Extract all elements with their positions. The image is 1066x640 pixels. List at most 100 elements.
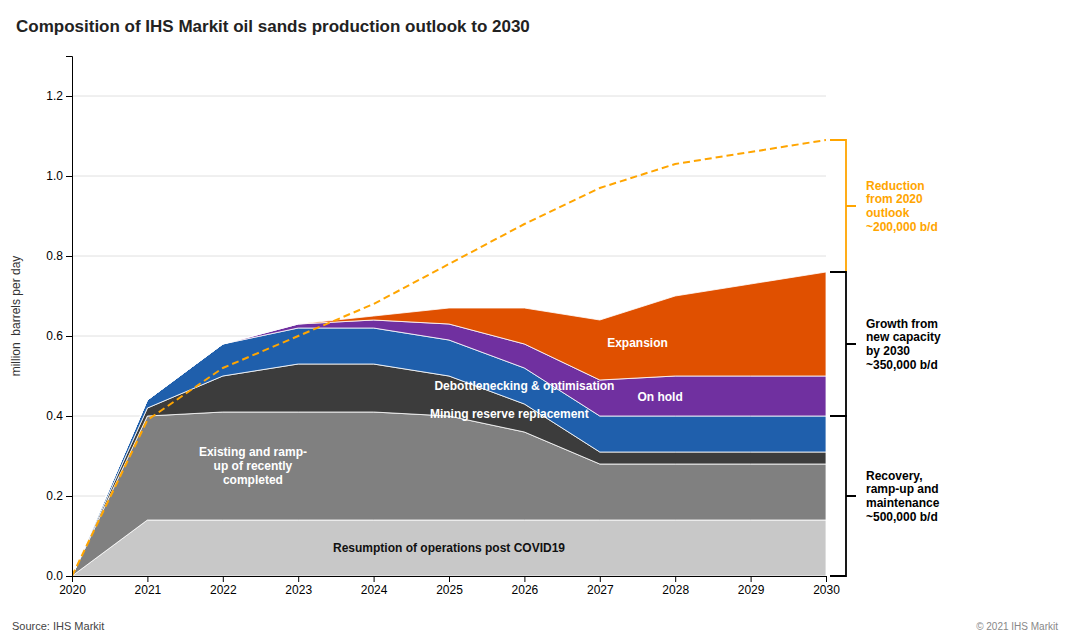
y-tick-label: 1.2: [46, 89, 63, 103]
text-line: up of recently: [214, 459, 293, 473]
y-tick: 0.0: [46, 569, 72, 583]
y-tick-label: 0.8: [46, 249, 63, 263]
x-tick: 2021: [135, 576, 162, 597]
grid-line: [72, 256, 826, 257]
x-tick-label: 2023: [285, 583, 312, 597]
x-tick-label: 2026: [512, 583, 539, 597]
y-tick: 0.4: [46, 409, 72, 423]
y-tick-line: [66, 256, 72, 257]
y-tick: 0.2: [46, 489, 72, 503]
plot: 2020 2021 2022 2023 2024 2025 2026 2027 2028 2029…: [46, 57, 941, 597]
text-line: Existing and ramp-: [199, 445, 307, 459]
text-line: new capacity: [866, 330, 941, 344]
y-tick-label: 0.4: [46, 409, 63, 423]
x-tick-line: [374, 576, 375, 582]
x-tick-line: [449, 576, 450, 582]
y-axis-line: [66, 57, 73, 577]
bracket: [830, 416, 856, 576]
text-line: ramp-up and: [866, 482, 939, 496]
text-line: ~350,000 b/d: [866, 358, 938, 372]
x-tick: 2027: [587, 576, 614, 597]
x-tick: 2029: [738, 576, 765, 597]
x-tick-label: 2030: [813, 583, 840, 597]
text-line: On hold: [637, 390, 682, 404]
x-tick-label: 2028: [662, 583, 689, 597]
text-line: completed: [223, 473, 283, 487]
annotation: Recovery,ramp-up andmaintenance~500,000 …: [866, 469, 940, 524]
y-tick-line: [66, 96, 72, 97]
x-tick-label: 2025: [436, 583, 463, 597]
x-tick: 2028: [662, 576, 689, 597]
x-tick: 2020: [59, 576, 86, 597]
chart: Composition of IHS Markit oil sands prod…: [0, 0, 1066, 640]
annotation: Reductionfrom 2020outlook~200,000 b/d: [866, 179, 938, 234]
area: [72, 520, 826, 576]
x-tick: 2023: [285, 576, 312, 597]
text-line: Debottlenecking & optimisation: [434, 379, 614, 393]
layer-label: Expansion: [607, 336, 668, 350]
y-tick-label: 0.6: [46, 329, 63, 343]
text-line: Growth from: [866, 317, 938, 331]
text-line: ~200,000 b/d: [866, 220, 938, 234]
text-line: outlook: [866, 206, 910, 220]
x-tick-label: 2027: [587, 583, 614, 597]
x-tick-line: [600, 576, 601, 582]
grid: [72, 96, 826, 576]
x-tick-line: [298, 576, 299, 582]
layer-label: Debottlenecking & optimisation: [434, 379, 614, 393]
layer-label: On hold: [637, 390, 682, 404]
copyright: © 2021 IHS Markit: [976, 621, 1058, 632]
x-tick-label: 2020: [59, 583, 86, 597]
y-tick: 0.6: [46, 329, 72, 343]
text-line: maintenance: [866, 496, 940, 510]
x-axis: 2020 2021 2022 2023 2024 2025 2026 2027 2028 2029…: [59, 576, 840, 597]
marks: [72, 140, 826, 576]
text-line: by 2030: [866, 344, 910, 358]
text-line: ~500,000 b/d: [866, 510, 938, 524]
y-axis: 0.0 0.2 0.4 0.6 0.8 1.0 1.2: [46, 57, 72, 584]
grid-line: [72, 96, 826, 97]
y-tick-label: 1.0: [46, 169, 63, 183]
x-tick: 2022: [210, 576, 237, 597]
layer-labels: Resumption of operations post COVID19 Exi…: [199, 336, 683, 555]
x-tick: 2024: [361, 576, 388, 597]
text-line: Resumption of operations post COVID19: [333, 541, 565, 555]
y-tick-line: [66, 176, 72, 177]
y-tick-line: [66, 336, 72, 337]
x-tick: 2026: [512, 576, 539, 597]
source: Source: IHS Markit: [12, 620, 104, 632]
text-line: Reduction: [866, 179, 925, 193]
y-tick-line: [66, 416, 72, 417]
annotation: Growth fromnew capacityby 2030~350,000 b…: [866, 317, 941, 372]
x-tick-line: [524, 576, 525, 582]
x-axis-line: [73, 577, 827, 583]
text-line: Mining reserve replacement: [430, 407, 589, 421]
y-tick: 1.2: [46, 89, 72, 103]
x-tick-line: [223, 576, 224, 582]
text-line: from 2020: [866, 192, 923, 206]
line: [72, 140, 826, 576]
layer-label: Existing and ramp-up of recentlycomplete…: [199, 445, 307, 487]
x-tick-label: 2029: [738, 583, 765, 597]
layer-label: Resumption of operations post COVID19: [333, 541, 565, 555]
layer-label: Mining reserve replacement: [430, 407, 589, 421]
y-tick-label: 0.0: [46, 569, 63, 583]
area: [72, 272, 826, 576]
x-tick-line: [675, 576, 676, 582]
y-tick: 1.0: [46, 169, 72, 183]
grid-line: [72, 176, 826, 177]
x-tick: 2025: [436, 576, 463, 597]
x-tick-label: 2021: [135, 583, 162, 597]
x-tick: 2030: [813, 576, 840, 597]
bracket: [830, 140, 856, 272]
title: Composition of IHS Markit oil sands prod…: [16, 17, 530, 36]
bracket: [830, 272, 856, 416]
y-tick-label: 0.2: [46, 489, 63, 503]
y-tick-line: [66, 496, 72, 497]
x-tick-label: 2022: [210, 583, 237, 597]
x-tick-line: [826, 576, 827, 582]
annotations: Reductionfrom 2020outlook~200,000 b/d Gro…: [830, 140, 941, 576]
text-line: Recovery,: [866, 469, 922, 483]
y-axis-title: million barrels per day: [9, 256, 23, 377]
x-tick-line: [751, 576, 752, 582]
